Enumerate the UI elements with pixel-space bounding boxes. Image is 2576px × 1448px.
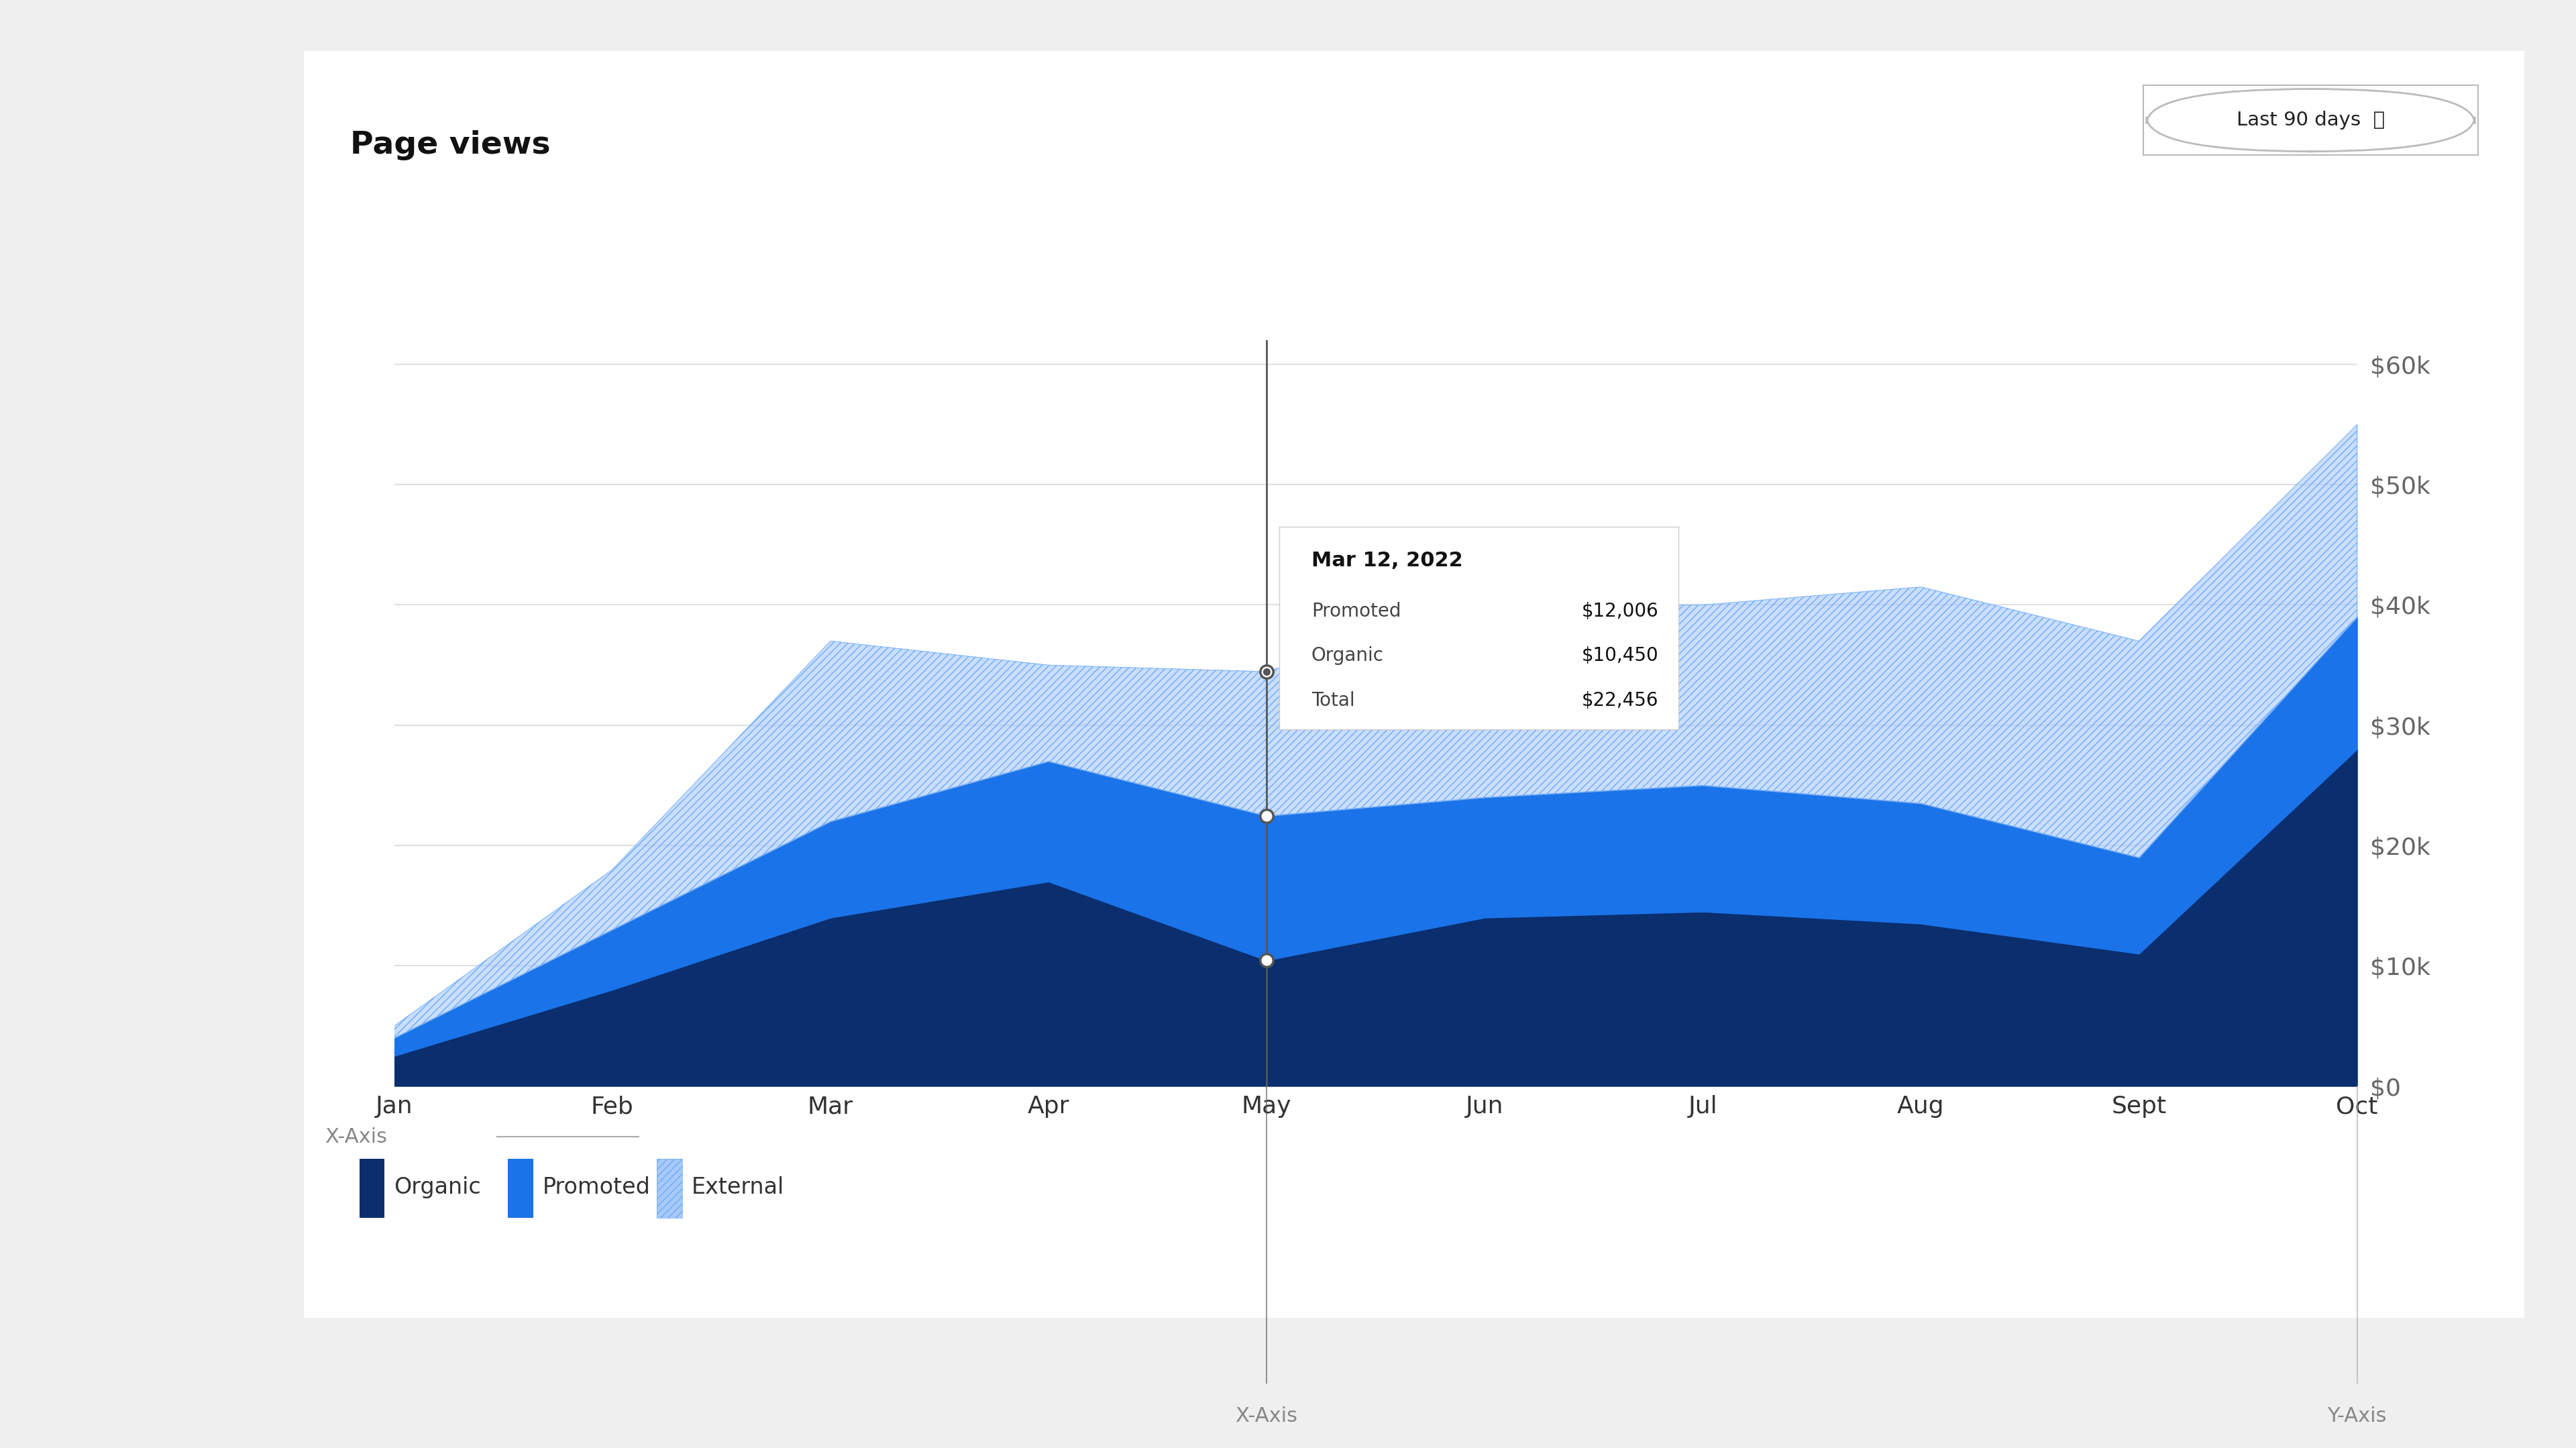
Text: $10,450: $10,450 (1582, 646, 1659, 665)
Text: $22,456: $22,456 (1582, 691, 1659, 710)
Text: Total: Total (1311, 691, 1355, 710)
Text: Page views: Page views (350, 130, 551, 161)
Text: Promoted: Promoted (544, 1176, 649, 1199)
FancyBboxPatch shape (2146, 88, 2476, 152)
Text: Y-Axis: Y-Axis (2326, 1406, 2388, 1426)
Text: Organic: Organic (1311, 646, 1383, 665)
Text: Last 90 days  ⌵: Last 90 days ⌵ (2236, 111, 2385, 129)
FancyBboxPatch shape (657, 1158, 683, 1218)
FancyBboxPatch shape (358, 1158, 384, 1218)
Text: Mar 12, 2022: Mar 12, 2022 (1311, 552, 1463, 571)
FancyBboxPatch shape (507, 1158, 533, 1218)
Text: $12,006: $12,006 (1582, 602, 1659, 621)
Text: External: External (690, 1176, 783, 1199)
Text: Organic: Organic (394, 1176, 482, 1199)
Text: Promoted: Promoted (1311, 602, 1401, 621)
Text: X-Axis: X-Axis (325, 1127, 386, 1147)
Text: X-Axis: X-Axis (1236, 1406, 1298, 1426)
